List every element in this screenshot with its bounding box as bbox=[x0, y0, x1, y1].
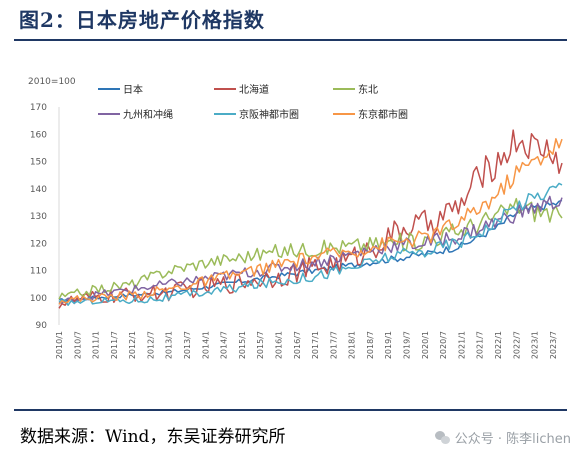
x-tick-label: 2013/1 bbox=[165, 331, 174, 359]
x-tick-label: 2020/1 bbox=[421, 331, 430, 359]
series-line bbox=[58, 195, 563, 305]
x-tick-label: 2017/7 bbox=[329, 331, 338, 359]
y-tick-label: 110 bbox=[30, 267, 47, 277]
watermark-text: 公众号 · 陈李lichen bbox=[454, 432, 571, 447]
y-axis-ticks: 90 100 110 120 130 140 150 160 170 bbox=[30, 103, 47, 331]
title-rule bbox=[14, 39, 567, 41]
x-tick-label: 2022/1 bbox=[494, 331, 503, 359]
legend-label: 东北 bbox=[358, 83, 378, 96]
watermark: 公众号 · 陈李lichen bbox=[434, 428, 571, 447]
x-axis-ticks: 2010/1 2010/7 2011/1 2011/7 2012/1 2012/7 2013… bbox=[55, 331, 558, 359]
legend-label: 京阪神都市圈 bbox=[239, 108, 299, 121]
x-tick-label: 2011/1 bbox=[92, 331, 101, 359]
bottom-rule bbox=[14, 409, 567, 411]
legend-label: 日本 bbox=[123, 83, 143, 96]
x-tick-label: 2018/1 bbox=[348, 331, 357, 359]
y-tick-label: 160 bbox=[30, 130, 47, 140]
chart: 2010=100 90 100 110 120 130 140 150 160 170 2010… bbox=[0, 60, 581, 405]
y-tick-label: 130 bbox=[30, 212, 47, 222]
x-tick-label: 2010/1 bbox=[55, 331, 64, 359]
legend-label: 九州和冲绳 bbox=[123, 108, 173, 121]
x-tick-label: 2015/7 bbox=[256, 331, 265, 359]
y-tick-label: 150 bbox=[30, 158, 47, 168]
x-tick-label: 2011/7 bbox=[110, 331, 119, 359]
series-line bbox=[58, 138, 563, 305]
y-tick-label: 90 bbox=[36, 321, 48, 331]
chart-svg: 2010=100 90 100 110 120 130 140 150 160 170 2010… bbox=[28, 77, 563, 359]
x-tick-label: 2016/1 bbox=[274, 331, 283, 359]
x-tick-label: 2020/7 bbox=[439, 331, 448, 359]
x-tick-label: 2022/7 bbox=[512, 331, 521, 359]
x-tick-label: 2021/1 bbox=[457, 331, 466, 359]
wechat-icon bbox=[434, 431, 451, 444]
source-note: 数据来源：Wind，东吴证券研究所 bbox=[20, 427, 286, 447]
legend-label: 东京都市圈 bbox=[358, 108, 408, 121]
x-tick-label: 2012/1 bbox=[128, 331, 137, 359]
x-tick-label: 2014/7 bbox=[220, 331, 229, 359]
series-line bbox=[58, 197, 563, 300]
figure-title: 图2：日本房地产价格指数 bbox=[19, 8, 265, 32]
x-tick-label: 2017/1 bbox=[311, 331, 320, 359]
x-tick-label: 2019/1 bbox=[384, 331, 393, 359]
x-tick-label: 2016/7 bbox=[293, 331, 302, 359]
y-tick-label: 120 bbox=[30, 239, 47, 249]
x-tick-label: 2015/1 bbox=[238, 331, 247, 359]
x-tick-label: 2023/7 bbox=[549, 331, 558, 359]
y-tick-label: 100 bbox=[30, 294, 47, 304]
y-tick-label: 140 bbox=[30, 185, 47, 195]
x-tick-label: 2023/1 bbox=[531, 331, 540, 359]
series-line bbox=[58, 182, 563, 306]
x-tick-label: 2012/7 bbox=[146, 331, 155, 359]
y-tick-label: 170 bbox=[30, 103, 47, 113]
x-tick-label: 2021/7 bbox=[476, 331, 485, 359]
x-tick-label: 2013/7 bbox=[183, 331, 192, 359]
legend-label: 北海道 bbox=[239, 83, 269, 96]
x-tick-label: 2014/1 bbox=[201, 331, 210, 359]
x-tick-label: 2019/7 bbox=[403, 331, 412, 359]
x-tick-label: 2010/7 bbox=[73, 331, 82, 359]
y-unit-label: 2010=100 bbox=[28, 77, 76, 87]
x-tick-label: 2018/7 bbox=[366, 331, 375, 359]
series-lines bbox=[58, 129, 563, 309]
